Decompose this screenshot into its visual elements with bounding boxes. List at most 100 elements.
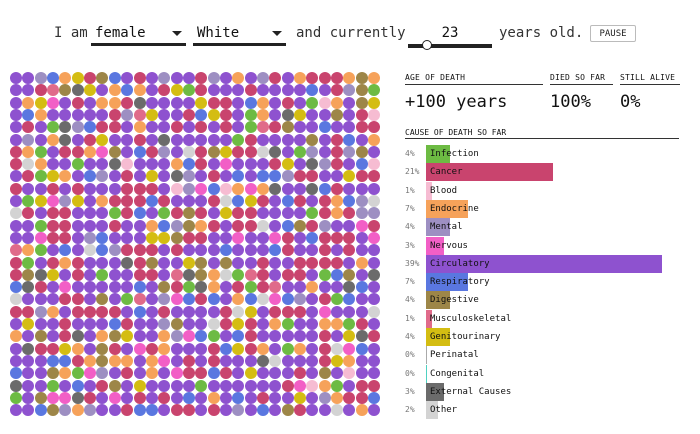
population-dot — [121, 342, 134, 355]
population-dot — [257, 293, 269, 306]
population-dot — [281, 182, 294, 195]
population-dot — [219, 342, 232, 355]
population-dot — [306, 244, 319, 257]
population-dot — [10, 281, 22, 294]
population-dot — [219, 145, 232, 158]
population-dot — [355, 330, 368, 343]
population-dot — [133, 84, 146, 97]
population-dot — [355, 108, 368, 121]
population-dot — [22, 195, 35, 207]
population-dot — [257, 158, 269, 171]
cause-percent: 4% — [405, 222, 415, 232]
population-dot — [331, 133, 344, 146]
population-dot — [145, 145, 158, 158]
cause-row: 7% Endocrine — [405, 199, 685, 218]
cause-percent: 2% — [405, 405, 415, 415]
population-dot — [145, 96, 158, 109]
cause-bar — [426, 309, 433, 328]
pause-button[interactable]: PAUSE — [590, 25, 636, 42]
population-dot — [244, 182, 257, 195]
population-dot — [182, 404, 195, 417]
population-dot — [343, 342, 356, 355]
population-dot — [257, 256, 269, 269]
population-dot — [306, 379, 319, 392]
population-dot — [59, 145, 72, 158]
population-dot — [195, 219, 208, 232]
population-dot — [71, 354, 84, 367]
population-dot — [207, 170, 220, 183]
population-dot — [281, 108, 294, 121]
population-dot — [71, 404, 84, 417]
population-dot — [232, 244, 245, 257]
age-of-death-value: +100 years — [405, 92, 508, 112]
population-dot — [207, 145, 220, 158]
population-dot — [232, 391, 245, 404]
population-dot — [219, 379, 232, 392]
population-dot — [269, 354, 282, 367]
population-dot — [244, 342, 257, 355]
population-dot — [121, 182, 134, 195]
cause-label: Cancer — [430, 167, 463, 178]
population-dot — [84, 268, 97, 281]
population-dot — [343, 354, 356, 367]
population-dot — [133, 170, 146, 183]
population-dot — [96, 330, 109, 343]
population-dot — [158, 268, 171, 281]
population-dot — [47, 231, 60, 244]
population-dot — [306, 281, 319, 294]
population-dot — [281, 330, 294, 343]
sex-select[interactable]: female — [91, 22, 186, 46]
population-dot — [244, 367, 257, 380]
population-dot — [281, 318, 294, 330]
population-dot — [306, 293, 319, 306]
population-dot — [59, 207, 72, 220]
population-dot — [294, 145, 307, 158]
population-dot — [22, 84, 35, 97]
population-dot — [108, 330, 121, 343]
population-dot — [207, 195, 220, 207]
population-dot — [331, 281, 344, 294]
population-dot — [294, 342, 307, 355]
population-dot — [71, 121, 84, 134]
population-dot — [355, 145, 368, 158]
population-dot — [281, 145, 294, 158]
population-dot — [59, 108, 72, 121]
population-dot — [170, 108, 183, 121]
cause-bar — [426, 382, 445, 401]
population-dot — [294, 72, 307, 84]
population-dot — [244, 354, 257, 367]
population-dot — [281, 305, 294, 318]
population-dot — [59, 96, 72, 109]
population-dot — [219, 158, 232, 171]
population-dot — [195, 195, 208, 207]
population-dot — [133, 305, 146, 318]
population-dot — [195, 391, 208, 404]
population-dot — [232, 84, 245, 97]
population-dot — [244, 256, 257, 269]
population-dot — [232, 108, 245, 121]
population-dot — [343, 219, 356, 232]
race-select[interactable]: White — [193, 22, 286, 46]
age-slider[interactable] — [408, 39, 492, 53]
population-dot — [133, 96, 146, 109]
population-dot — [133, 318, 146, 330]
population-dot — [294, 84, 307, 97]
population-dot — [59, 342, 72, 355]
population-dot — [331, 121, 344, 134]
population-dot — [84, 170, 97, 183]
population-dot — [368, 330, 381, 343]
population-dot — [207, 404, 220, 417]
population-dot — [331, 342, 344, 355]
age-slider-handle[interactable] — [422, 40, 433, 50]
population-dot — [34, 231, 47, 244]
population-dot — [47, 170, 60, 183]
population-dot — [195, 379, 208, 392]
population-dot — [47, 367, 60, 380]
population-dot — [232, 330, 245, 343]
population-dot — [269, 121, 282, 134]
population-dot — [133, 72, 146, 84]
population-dot — [281, 231, 294, 244]
population-dot — [121, 367, 134, 380]
population-dot — [195, 96, 208, 109]
population-dot — [306, 108, 319, 121]
